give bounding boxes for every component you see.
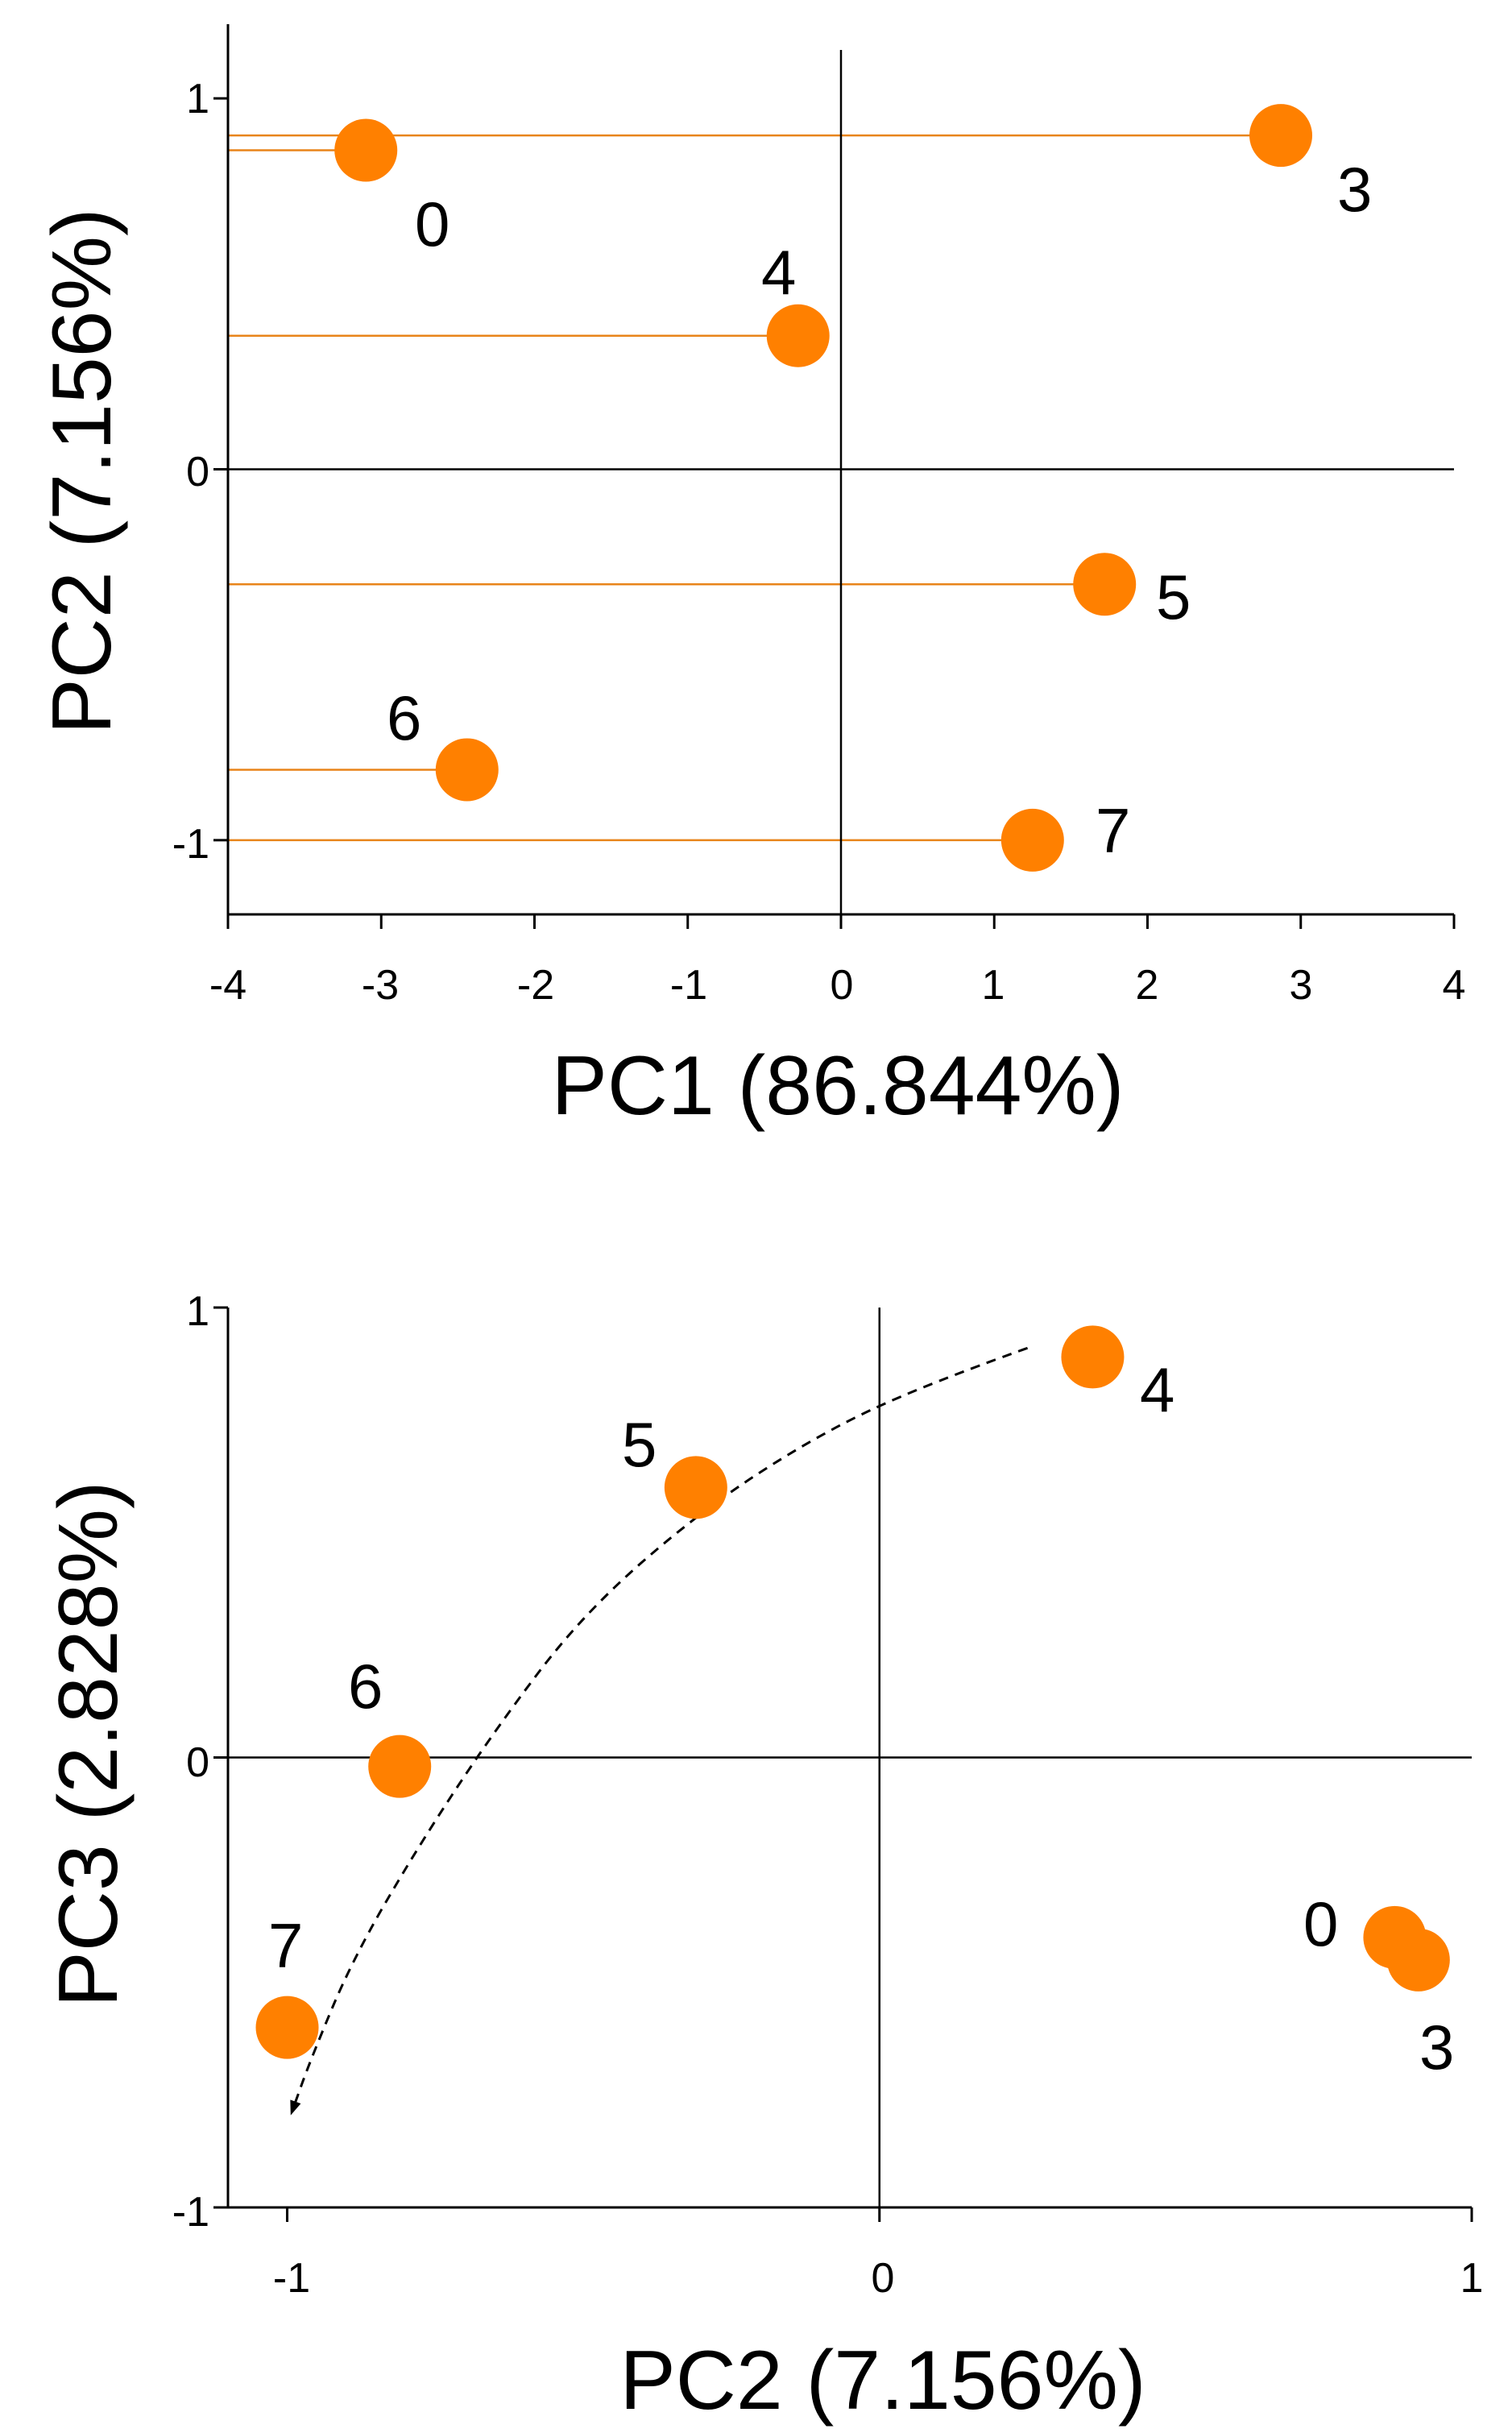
x-axis-title: PC1 (86.844%) <box>551 1039 1124 1133</box>
point-marker <box>334 118 398 182</box>
point-marker <box>664 1456 727 1519</box>
point-label: 7 <box>1096 795 1130 866</box>
x-tick-label: -4 <box>209 962 246 1009</box>
point-label: 0 <box>1303 1888 1338 1959</box>
axes <box>213 24 1456 929</box>
x-tick-label: -2 <box>517 962 554 1009</box>
y-tick-label: -1 <box>172 2189 209 2236</box>
point-label: 3 <box>1337 154 1372 225</box>
y-tick-label: 1 <box>186 1288 209 1335</box>
y-tick-label: 0 <box>186 1739 209 1786</box>
point-marker <box>1061 1325 1125 1389</box>
point-marker <box>255 1996 319 2059</box>
leader-lines <box>228 134 1282 842</box>
point-label: 3 <box>1419 2012 1454 2083</box>
point-marker <box>1249 104 1313 168</box>
y-tick-label: -1 <box>172 821 209 868</box>
y-axis-title: PC3 (2.828%) <box>42 1481 135 2007</box>
point-label: 6 <box>387 682 421 753</box>
point-label: 7 <box>268 1910 303 1981</box>
x-tick-label: 2 <box>1136 962 1159 1009</box>
point-label: 6 <box>348 1651 383 1722</box>
x-tick-label: 0 <box>831 962 854 1009</box>
point-marker <box>1073 553 1137 616</box>
x-tick-label: -3 <box>362 962 399 1009</box>
point-label: 4 <box>761 237 796 308</box>
x-axis-title: PC2 (7.156%) <box>619 2334 1145 2427</box>
data-points <box>255 1325 1450 2059</box>
point-label: 0 <box>415 189 449 259</box>
pc1-pc2-panel: 1 0 -1 -4 -3 -2 -1 0 1 2 3 4 PC1 (86.844… <box>35 24 1465 1133</box>
point-label: 5 <box>622 1409 657 1480</box>
y-tick-label: 1 <box>186 76 209 122</box>
x-tick-label: 3 <box>1290 962 1313 1009</box>
point-label: 5 <box>1156 562 1191 632</box>
point-label: 4 <box>1140 1354 1174 1425</box>
point-marker <box>1386 1928 1450 1992</box>
y-tick-label: 0 <box>186 449 209 495</box>
pc2-pc3-panel: 1 0 -1 -1 0 1 PC2 (7.156%) PC3 (2.828%) … <box>42 1288 1483 2427</box>
data-points <box>334 104 1313 872</box>
x-tick-label: 0 <box>872 2255 895 2302</box>
x-tick-label: -1 <box>670 962 707 1009</box>
point-marker <box>766 304 830 367</box>
trend-curve-path <box>290 1346 1029 2116</box>
x-tick-label: 4 <box>1443 962 1466 1009</box>
y-axis-title: PC2 (7.156%) <box>35 208 129 734</box>
point-marker <box>368 1735 432 1798</box>
axes <box>213 1306 1473 2222</box>
point-marker <box>1000 808 1064 872</box>
x-tick-label: 1 <box>1460 2255 1484 2302</box>
trend-curve <box>290 1346 1029 2116</box>
point-marker <box>435 738 499 802</box>
x-tick-label: 1 <box>982 962 1005 1009</box>
x-tick-label: -1 <box>273 2255 310 2302</box>
